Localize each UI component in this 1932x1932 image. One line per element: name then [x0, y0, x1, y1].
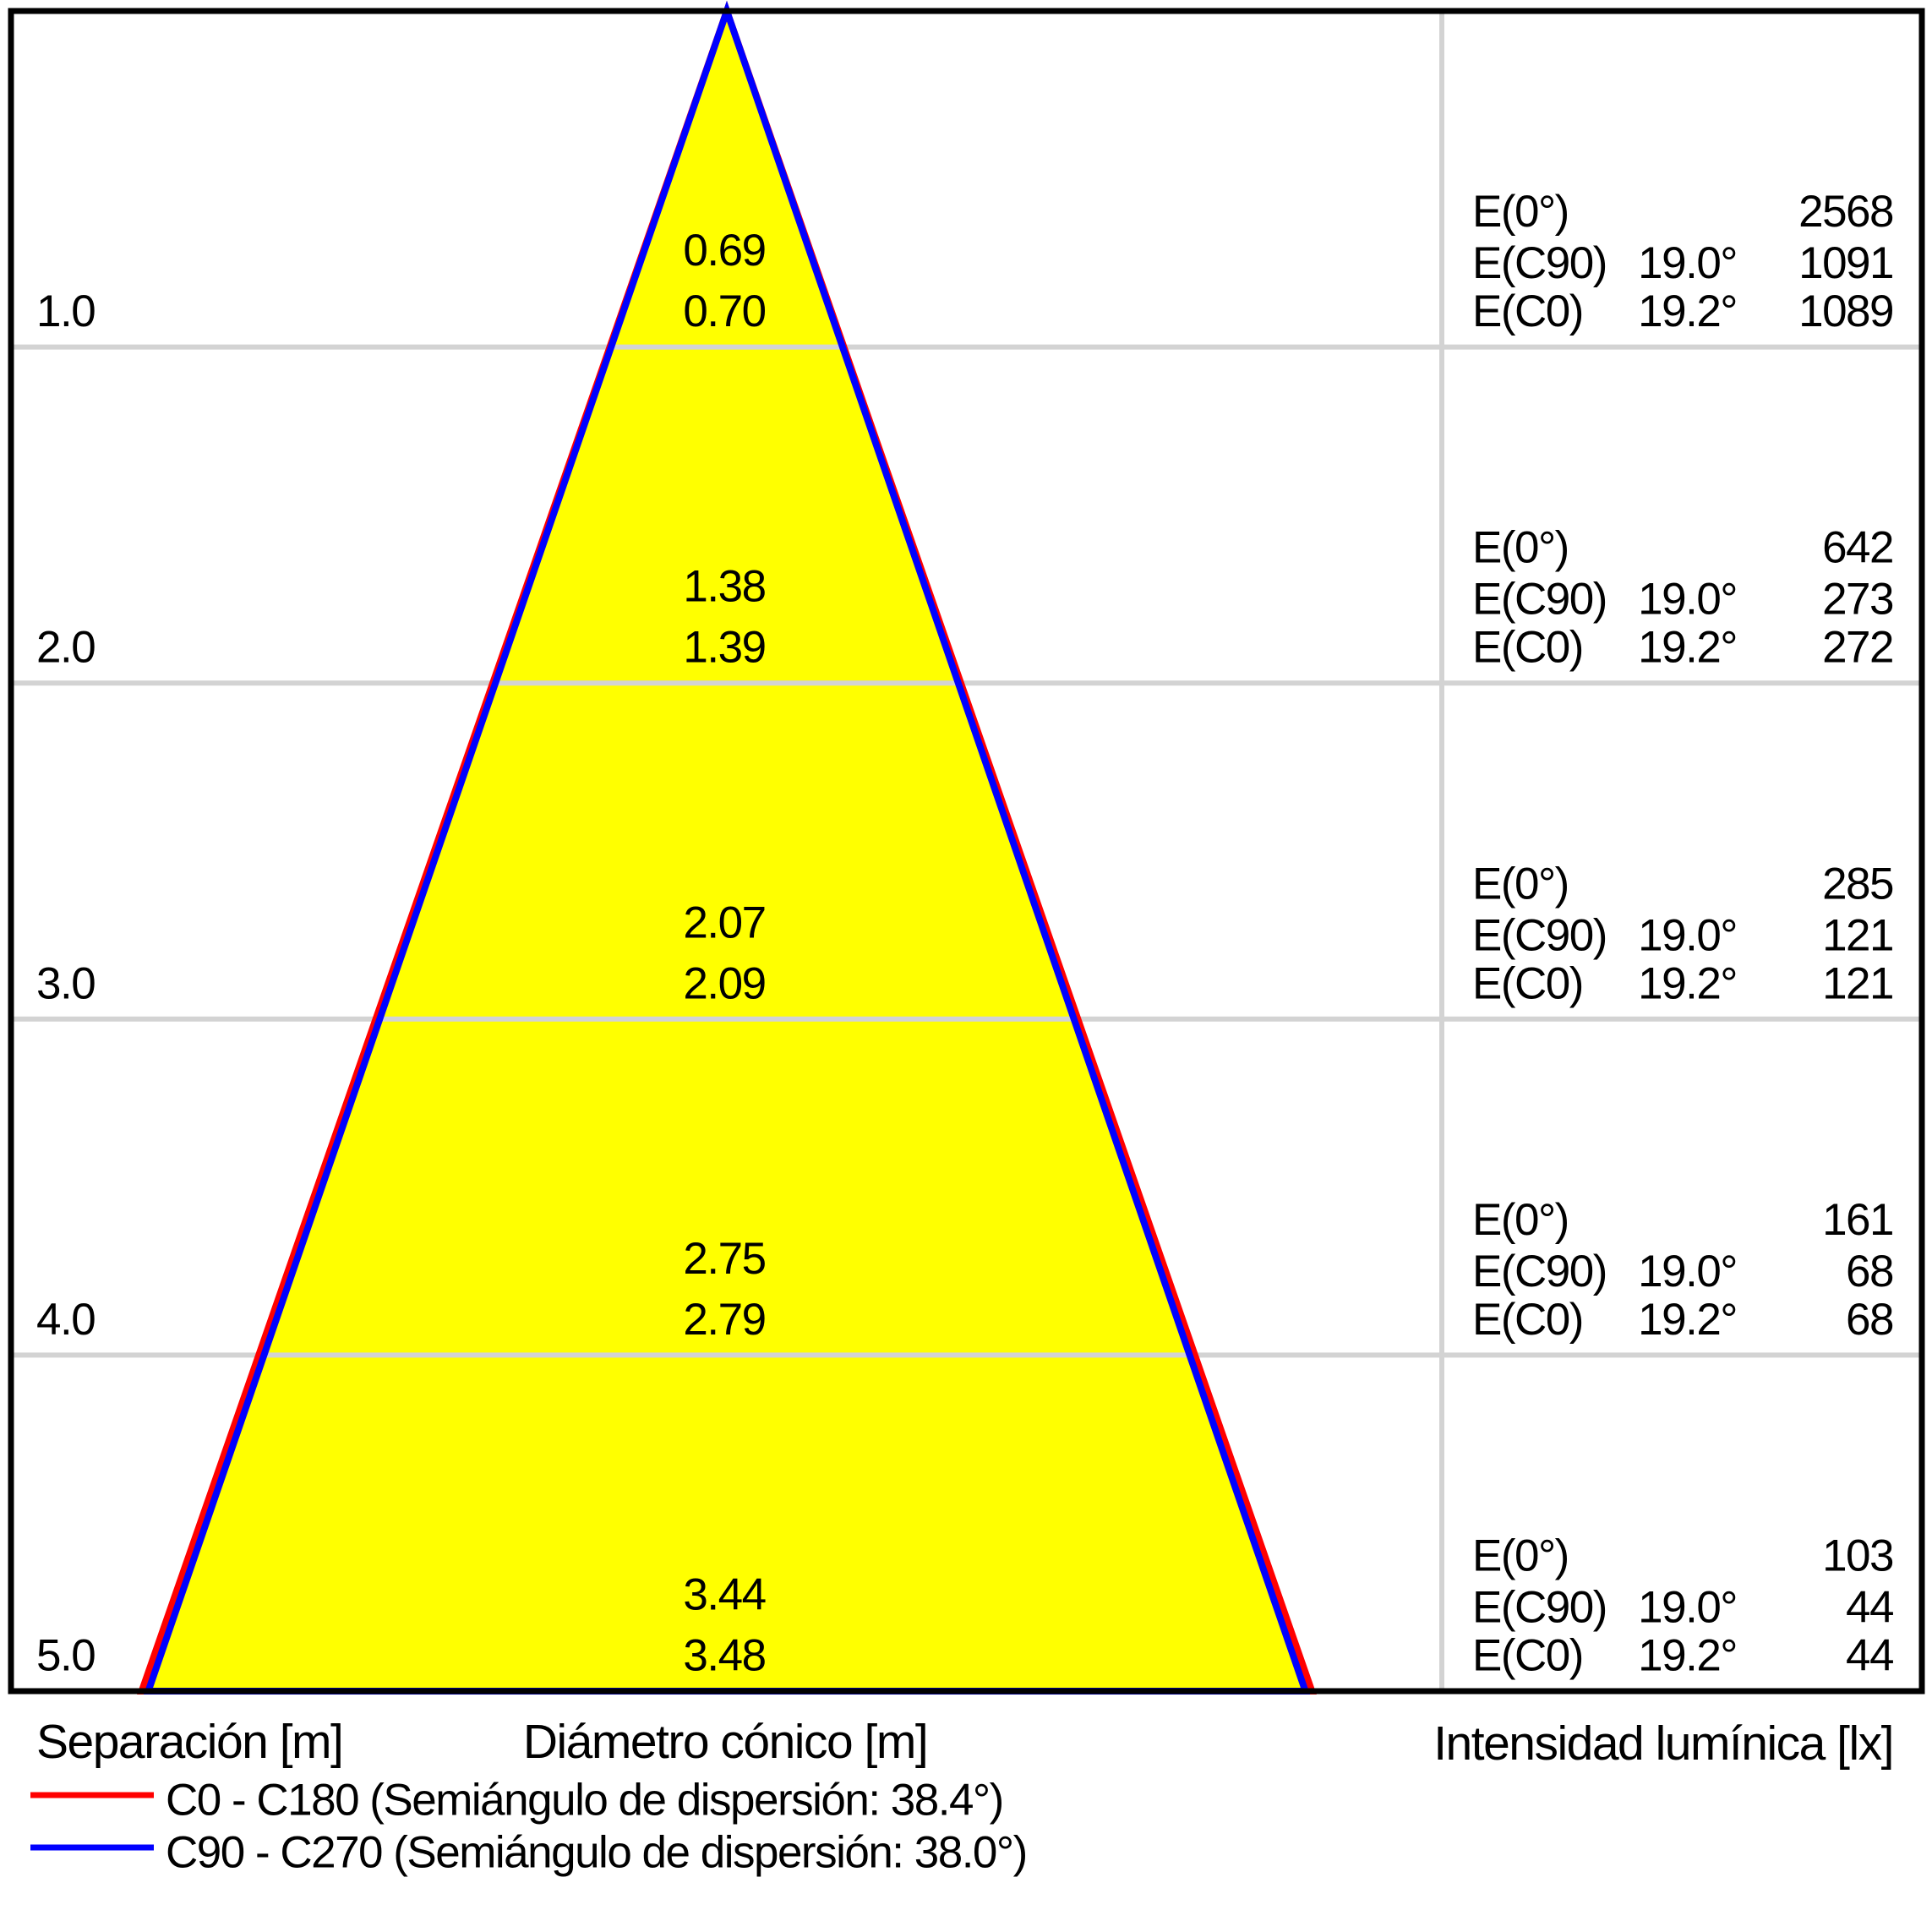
row-3-diameter-c90: 2.07 — [683, 898, 765, 947]
row-3-intensity-2-label: E(C90) — [1472, 910, 1607, 960]
row-text-layer: 1.0 0.69 0.70 E(0°) 2568 E(C90) 19.0° 1091 E(C0)… — [36, 187, 1895, 1681]
row-1-intensity-2-value: 1091 — [1798, 238, 1893, 288]
row-1-diameter-c0: 0.70 — [683, 287, 765, 336]
cone-fill — [141, 11, 1313, 1691]
row-2-diameter-c0: 1.39 — [683, 623, 765, 673]
row-1-intensity-1-label: E(0°) — [1472, 187, 1569, 237]
row-5-intensity-1-label: E(0°) — [1472, 1531, 1569, 1581]
row-4-diameter-c0: 2.79 — [683, 1295, 765, 1345]
row-1-intensity-2-angle: 19.0° — [1638, 238, 1737, 288]
separation-axis-label: Separación [m] — [36, 1715, 342, 1769]
row-2-intensity-3-label: E(C0) — [1472, 623, 1583, 673]
row-5-diameter-c0: 3.48 — [683, 1631, 765, 1681]
row-2-separation-label: 2.0 — [36, 623, 95, 673]
row-2-intensity-1-label: E(0°) — [1472, 523, 1569, 573]
legend-c90-c270-label: C90 - C270 (Semiángulo de dispersión: 38… — [166, 1828, 1027, 1878]
row-2-diameter-c90: 1.38 — [683, 562, 765, 612]
row-4-intensity-1-value: 161 — [1822, 1195, 1893, 1245]
row-1-intensity-3-label: E(C0) — [1472, 287, 1583, 336]
legend: C0 - C180 (Semiángulo de dispersión: 38.… — [30, 1776, 1028, 1878]
chart-frame — [8, 8, 1925, 1695]
row-4-intensity-3-label: E(C0) — [1472, 1295, 1583, 1345]
row-4-separation-label: 4.0 — [36, 1295, 95, 1345]
row-5-intensity-3-value: 44 — [1846, 1631, 1893, 1681]
row-5-intensity-2-label: E(C90) — [1472, 1583, 1607, 1633]
row-1-intensity-3-angle: 19.2° — [1638, 287, 1737, 336]
row-3-intensity-1-value: 285 — [1822, 859, 1893, 909]
row-5-intensity-2-angle: 19.0° — [1638, 1583, 1737, 1633]
row-1-intensity-2-label: E(C90) — [1472, 238, 1607, 288]
row-3-intensity-3-label: E(C0) — [1472, 958, 1583, 1008]
row-5-intensity-1-value: 103 — [1822, 1531, 1893, 1581]
row-2-intensity-2-value: 273 — [1822, 575, 1893, 625]
row-3-separation-label: 3.0 — [36, 958, 95, 1008]
cone-and-grid-layer — [11, 0, 1922, 1695]
row-3-intensity-2-value: 121 — [1822, 910, 1893, 960]
row-3-diameter-c0: 2.09 — [683, 958, 765, 1008]
row-5-intensity-3-label: E(C0) — [1472, 1631, 1583, 1681]
row-3-intensity-3-angle: 19.2° — [1638, 958, 1737, 1008]
row-2-intensity-3-value: 272 — [1822, 623, 1893, 673]
row-2-intensity-1-value: 642 — [1822, 523, 1893, 573]
row-4-intensity-2-angle: 19.0° — [1638, 1247, 1737, 1296]
diameter-axis-label: Diámetro cónico [m] — [523, 1715, 927, 1769]
row-1-intensity-1-value: 2568 — [1798, 187, 1893, 237]
row-1-diameter-c90: 0.69 — [683, 226, 765, 276]
legend-c0-c180-label: C0 - C180 (Semiángulo de dispersión: 38.… — [166, 1776, 1003, 1826]
row-5-intensity-3-angle: 19.2° — [1638, 1631, 1737, 1681]
row-4-intensity-3-angle: 19.2° — [1638, 1295, 1737, 1345]
row-2-intensity-3-angle: 19.2° — [1638, 623, 1737, 673]
row-4-intensity-2-label: E(C90) — [1472, 1247, 1607, 1296]
row-4-intensity-1-label: E(0°) — [1472, 1195, 1569, 1245]
intensity-axis-label: Intensidad lumínica [lx] — [1433, 1716, 1893, 1771]
row-3-intensity-2-angle: 19.0° — [1638, 910, 1737, 960]
row-1-intensity-3-value: 1089 — [1798, 287, 1893, 336]
row-3-intensity-1-label: E(0°) — [1472, 859, 1569, 909]
row-2-intensity-2-angle: 19.0° — [1638, 575, 1737, 625]
row-4-intensity-2-value: 68 — [1846, 1247, 1893, 1296]
row-1-separation-label: 1.0 — [36, 287, 95, 336]
row-5-separation-label: 5.0 — [36, 1631, 95, 1681]
row-3-intensity-3-value: 121 — [1822, 958, 1893, 1008]
row-2-intensity-2-label: E(C90) — [1472, 575, 1607, 625]
row-4-intensity-3-value: 68 — [1846, 1295, 1893, 1345]
row-4-diameter-c90: 2.75 — [683, 1234, 765, 1284]
row-5-intensity-2-value: 44 — [1846, 1583, 1893, 1633]
row-5-diameter-c90: 3.44 — [683, 1570, 765, 1620]
